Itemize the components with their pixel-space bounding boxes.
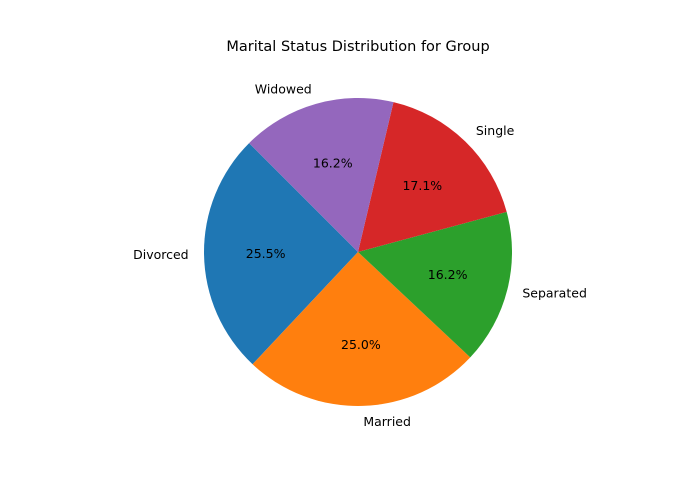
slice-percent-separated: 16.2% bbox=[428, 267, 468, 282]
slice-percent-single: 17.1% bbox=[402, 178, 442, 193]
slice-percent-labels: 25.5% 25.0% 16.2% 17.1% 16.2% bbox=[246, 156, 468, 352]
slice-percent-widowed: 16.2% bbox=[313, 156, 353, 171]
chart-title: Marital Status Distribution for Group bbox=[226, 39, 489, 55]
pie-slices bbox=[204, 97, 513, 406]
slice-label-married: Married bbox=[363, 414, 411, 429]
pie-slice-married bbox=[252, 252, 471, 406]
slice-label-divorced: Divorced bbox=[133, 247, 189, 262]
slice-labels: Divorced Married Separated Single Widowed bbox=[133, 82, 587, 429]
pie-slice-divorced bbox=[204, 143, 358, 365]
slice-label-separated: Separated bbox=[522, 286, 587, 301]
pie-slice-separated bbox=[358, 211, 513, 358]
pie-slice-widowed bbox=[249, 97, 394, 253]
slice-percent-divorced: 25.5% bbox=[246, 246, 286, 261]
slice-label-single: Single bbox=[476, 123, 515, 138]
pie-slice-single bbox=[358, 102, 507, 252]
slice-percent-married: 25.0% bbox=[341, 337, 381, 352]
slice-label-widowed: Widowed bbox=[255, 82, 312, 97]
